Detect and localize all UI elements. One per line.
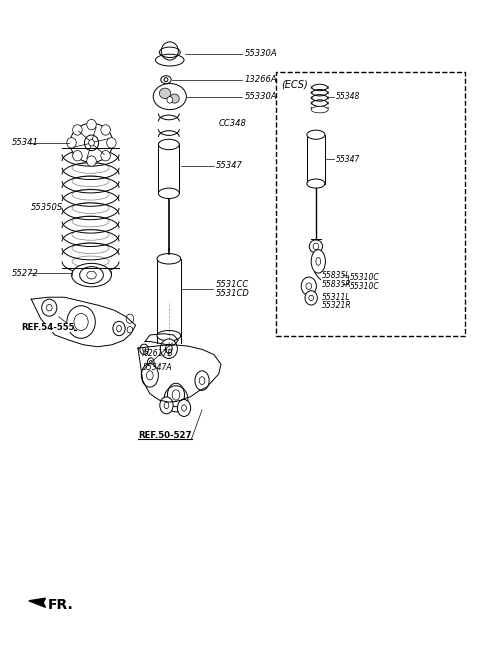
Text: (ECS): (ECS)	[281, 79, 308, 89]
Ellipse shape	[167, 97, 173, 103]
Text: 5531CC: 5531CC	[216, 280, 249, 288]
Text: 55348: 55348	[336, 92, 360, 101]
Ellipse shape	[72, 150, 82, 161]
Text: 55347A: 55347A	[143, 363, 173, 372]
Bar	[158, 145, 179, 193]
Text: 55350S: 55350S	[31, 204, 63, 212]
Ellipse shape	[195, 371, 209, 390]
Ellipse shape	[140, 344, 148, 355]
Text: 55347: 55347	[336, 154, 360, 164]
Ellipse shape	[80, 267, 103, 284]
Ellipse shape	[168, 383, 184, 407]
Text: 55347: 55347	[216, 161, 243, 170]
Ellipse shape	[141, 364, 158, 387]
Ellipse shape	[72, 263, 111, 287]
Ellipse shape	[157, 254, 180, 264]
Ellipse shape	[158, 188, 179, 198]
Ellipse shape	[311, 250, 325, 273]
Text: REF.54-555: REF.54-555	[21, 323, 74, 332]
Ellipse shape	[153, 83, 186, 110]
Ellipse shape	[67, 137, 76, 148]
Ellipse shape	[84, 135, 98, 150]
Ellipse shape	[160, 397, 173, 414]
Text: 13266A: 13266A	[245, 75, 277, 84]
Text: FR.: FR.	[48, 599, 73, 612]
Ellipse shape	[42, 299, 57, 316]
Text: 55272: 55272	[12, 269, 39, 278]
Text: 55310C: 55310C	[350, 282, 380, 290]
Ellipse shape	[311, 106, 328, 113]
Text: 55341: 55341	[12, 139, 39, 147]
Text: 55330A: 55330A	[245, 49, 277, 58]
Ellipse shape	[72, 125, 82, 135]
Ellipse shape	[158, 141, 179, 147]
Ellipse shape	[87, 156, 96, 166]
Text: 55321R: 55321R	[322, 301, 351, 310]
Text: 55311L: 55311L	[322, 293, 350, 302]
Ellipse shape	[113, 321, 125, 336]
Ellipse shape	[159, 88, 171, 99]
Ellipse shape	[70, 124, 113, 162]
Text: 55330A: 55330A	[245, 92, 277, 101]
Ellipse shape	[301, 277, 316, 295]
Text: 55835R: 55835R	[322, 280, 351, 288]
Ellipse shape	[67, 306, 96, 338]
Text: 55310C: 55310C	[350, 273, 380, 283]
Text: 55835L: 55835L	[322, 271, 350, 280]
Ellipse shape	[178, 399, 191, 417]
Ellipse shape	[87, 120, 96, 130]
Ellipse shape	[107, 137, 116, 148]
Text: 5531CD: 5531CD	[216, 289, 249, 298]
Ellipse shape	[160, 339, 178, 359]
Bar	[157, 259, 180, 336]
Ellipse shape	[170, 94, 179, 103]
Ellipse shape	[147, 358, 154, 367]
Ellipse shape	[157, 330, 180, 341]
Ellipse shape	[305, 290, 317, 305]
Text: 62617B: 62617B	[143, 349, 173, 358]
Bar	[307, 135, 325, 183]
Text: CC348: CC348	[219, 119, 247, 128]
Bar	[276, 72, 466, 336]
Polygon shape	[29, 598, 46, 607]
Ellipse shape	[158, 139, 179, 150]
Ellipse shape	[126, 314, 134, 323]
Ellipse shape	[307, 130, 325, 139]
Ellipse shape	[307, 179, 325, 188]
Ellipse shape	[166, 344, 172, 353]
Text: REF.50-527: REF.50-527	[138, 431, 192, 440]
Ellipse shape	[309, 240, 323, 253]
Ellipse shape	[101, 125, 110, 135]
Ellipse shape	[101, 150, 110, 161]
